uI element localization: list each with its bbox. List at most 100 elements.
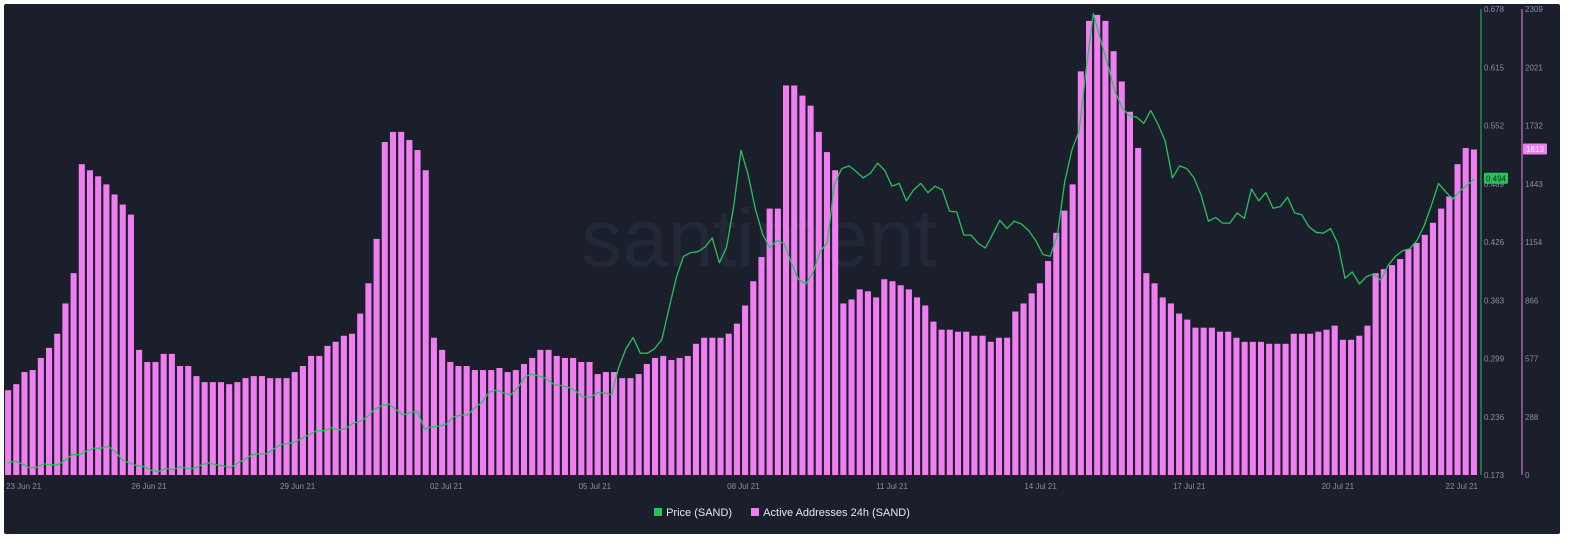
active-addresses-bar	[1069, 184, 1076, 475]
active-addresses-bar	[152, 361, 159, 475]
active-addresses-bar	[349, 333, 356, 475]
active-addresses-bar	[1143, 273, 1150, 475]
legend-item-price[interactable]: Price (SAND)	[654, 507, 732, 519]
active-addresses-bar	[1200, 327, 1207, 475]
active-addresses-bar	[709, 337, 716, 475]
active-addresses-bar	[1372, 273, 1379, 475]
active-addresses-bar	[1323, 329, 1330, 475]
active-addresses-bar	[725, 333, 732, 475]
active-addresses-bar	[283, 378, 290, 475]
active-addresses-bar	[267, 378, 274, 475]
active-addresses-bar	[1364, 325, 1371, 475]
addresses-tick-label: 1732	[1525, 122, 1543, 131]
active-addresses-bar	[619, 378, 626, 475]
active-addresses-bar	[758, 257, 765, 475]
price-tick-label: 0.363	[1484, 296, 1505, 305]
legend-item-active-addresses[interactable]: Active Addresses 24h (SAND)	[751, 507, 910, 519]
active-addresses-bar	[660, 355, 667, 475]
active-addresses-bar	[357, 313, 364, 475]
price-tick-label: 0.426	[1484, 238, 1505, 247]
active-addresses-bar	[1110, 51, 1117, 476]
chart-svg: santiment0.6780.6150.5520.4890.4260.3630…	[5, 5, 1547, 491]
active-addresses-bar	[651, 357, 659, 475]
active-addresses-bar	[856, 289, 863, 475]
active-addresses-bar	[570, 357, 577, 475]
addresses-tick-label: 2021	[1525, 63, 1543, 72]
active-addresses-bar	[873, 297, 880, 475]
active-addresses-bar	[930, 321, 937, 475]
addresses-tick-label: 288	[1525, 413, 1539, 422]
active-addresses-bar	[995, 337, 1002, 475]
active-addresses-bar	[889, 281, 896, 475]
active-addresses-bar	[119, 204, 126, 475]
active-addresses-bar	[160, 353, 167, 475]
active-addresses-bar	[1053, 232, 1060, 475]
active-addresses-bar	[496, 368, 503, 475]
active-addresses-bar	[250, 376, 257, 475]
price-tick-label: 0.678	[1484, 5, 1505, 14]
active-addresses-bar	[21, 372, 28, 475]
active-addresses-bar	[1077, 71, 1084, 476]
x-tick-label: 17 Jul 21	[1173, 482, 1206, 491]
active-addresses-bar	[365, 283, 372, 475]
active-addresses-bar	[1307, 333, 1314, 475]
active-addresses-bar	[308, 355, 315, 475]
active-addresses-bar	[1380, 269, 1387, 475]
x-tick-label: 20 Jul 21	[1322, 482, 1355, 491]
active-addresses-bar	[684, 355, 691, 475]
active-addresses-bar	[1282, 343, 1289, 475]
active-addresses-bar	[1429, 222, 1436, 475]
addresses-tick-label: 1154	[1525, 238, 1543, 247]
active-addresses-bar	[299, 366, 306, 475]
active-addresses-bar	[512, 370, 519, 475]
active-addresses-bar	[1184, 319, 1191, 475]
active-addresses-bar	[1446, 196, 1453, 476]
x-tick-label: 23 Jun 21	[6, 482, 42, 491]
active-addresses-bar	[1118, 81, 1125, 475]
active-addresses-bar	[1388, 265, 1396, 475]
active-addresses-bar	[1266, 343, 1273, 475]
active-addresses-bar	[750, 281, 757, 475]
active-addresses-bar	[258, 376, 265, 475]
active-addresses-bar	[602, 372, 609, 475]
active-addresses-bar	[1233, 337, 1240, 475]
active-addresses-bar	[578, 361, 585, 475]
active-addresses-bar	[1339, 339, 1346, 475]
active-addresses-bar	[136, 349, 143, 475]
active-addresses-bar	[447, 361, 454, 475]
active-addresses-bar	[1208, 327, 1215, 475]
active-addresses-bar	[1290, 333, 1297, 475]
current-price-badge	[1484, 172, 1508, 184]
active-addresses-bar	[979, 335, 986, 475]
current-price-label: 0.494	[1486, 174, 1507, 183]
active-addresses-bar	[463, 366, 470, 475]
active-addresses-bar	[54, 333, 61, 475]
active-addresses-bar	[209, 382, 216, 475]
active-addresses-bar	[529, 357, 536, 475]
active-addresses-bar	[1298, 333, 1305, 475]
active-addresses-bar	[316, 355, 323, 475]
active-addresses-bar	[414, 150, 421, 475]
price-tick-label: 0.489	[1484, 180, 1505, 189]
active-addresses-bar	[1126, 111, 1133, 475]
addresses-tick-label: 2309	[1525, 5, 1543, 14]
active-addresses-bar	[1413, 242, 1420, 475]
active-addresses-bar	[832, 170, 839, 475]
active-addresses-bar	[373, 238, 380, 475]
active-addresses-bar	[488, 370, 495, 475]
active-addresses-bar	[398, 131, 405, 475]
active-addresses-bar	[954, 331, 962, 475]
active-addresses-bar	[381, 142, 388, 475]
active-addresses-bar	[13, 384, 20, 475]
active-addresses-bar	[1102, 20, 1109, 475]
price-tick-label: 0.552	[1484, 122, 1505, 131]
active-addresses-bar	[553, 355, 560, 475]
active-addresses-bar	[168, 353, 175, 475]
legend-swatch-price	[654, 508, 663, 516]
active-addresses-bar	[1225, 331, 1232, 475]
active-addresses-bar	[815, 131, 822, 475]
active-addresses-bar	[971, 335, 978, 475]
active-addresses-bar	[46, 347, 53, 475]
active-addresses-bar	[1257, 341, 1265, 475]
active-addresses-bar	[234, 382, 241, 475]
